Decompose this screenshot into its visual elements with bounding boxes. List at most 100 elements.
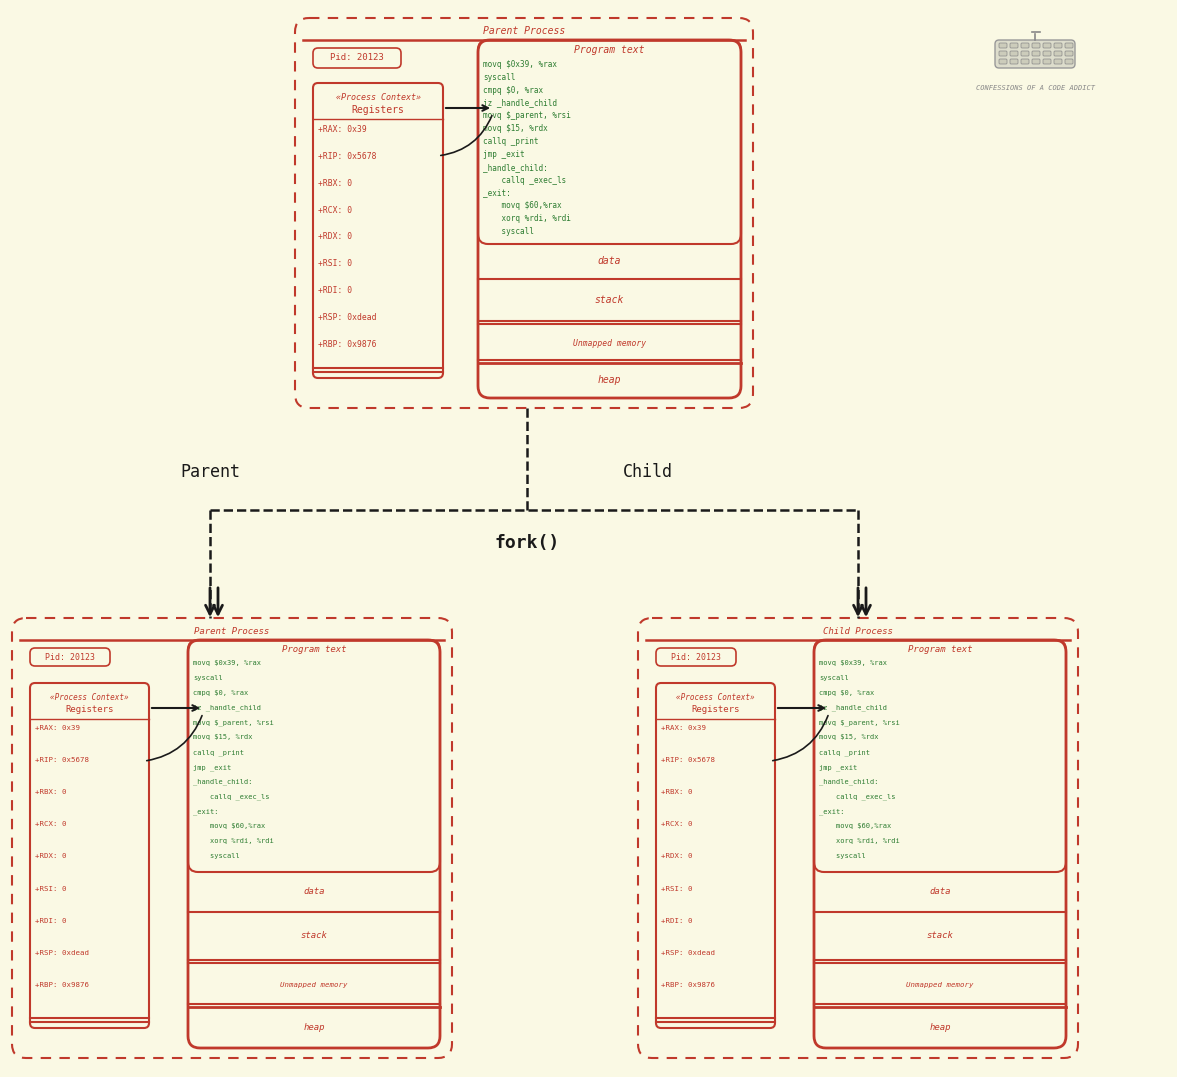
Text: syscall: syscall	[483, 227, 534, 236]
FancyBboxPatch shape	[1032, 43, 1040, 48]
Text: callq _print: callq _print	[483, 137, 539, 146]
FancyBboxPatch shape	[1043, 43, 1051, 48]
Text: Program text: Program text	[281, 645, 346, 655]
Text: callq _exec_ls: callq _exec_ls	[483, 176, 566, 185]
FancyBboxPatch shape	[999, 43, 1008, 48]
Text: Pid: 20123: Pid: 20123	[671, 653, 722, 661]
Text: +RDX: 0: +RDX: 0	[318, 233, 352, 241]
Text: Registers: Registers	[352, 104, 405, 115]
Text: data: data	[598, 256, 621, 266]
Text: jmp _exit: jmp _exit	[193, 764, 231, 771]
Text: movq $0x39, %rax: movq $0x39, %rax	[819, 660, 887, 666]
Text: +RDX: 0: +RDX: 0	[661, 853, 692, 859]
Text: movq $60,%rax: movq $60,%rax	[819, 824, 891, 829]
Text: data: data	[930, 887, 951, 896]
Text: heap: heap	[930, 1022, 951, 1032]
Text: +RAX: 0x39: +RAX: 0x39	[35, 725, 80, 731]
FancyBboxPatch shape	[1053, 43, 1062, 48]
Text: +RDI: 0: +RDI: 0	[661, 918, 692, 924]
Text: +RBP: 0x9876: +RBP: 0x9876	[35, 982, 89, 988]
Text: +RBP: 0x9876: +RBP: 0x9876	[661, 982, 714, 988]
Text: jmp _exit: jmp _exit	[483, 150, 525, 159]
Text: «Process Context»: «Process Context»	[335, 93, 420, 102]
Text: Registers: Registers	[691, 705, 739, 714]
FancyBboxPatch shape	[1020, 43, 1029, 48]
Text: +RCX: 0: +RCX: 0	[35, 822, 66, 827]
Text: callq _print: callq _print	[193, 750, 244, 756]
Text: Unmapped memory: Unmapped memory	[280, 982, 347, 988]
Text: +RCX: 0: +RCX: 0	[318, 206, 352, 214]
Text: +RSP: 0xdead: +RSP: 0xdead	[35, 950, 89, 955]
Text: _handle_child:: _handle_child:	[819, 779, 878, 785]
Text: +RSP: 0xdead: +RSP: 0xdead	[661, 950, 714, 955]
FancyBboxPatch shape	[1053, 59, 1062, 64]
Text: +RBP: 0x9876: +RBP: 0x9876	[318, 339, 377, 349]
Text: cmpq $0, %rax: cmpq $0, %rax	[193, 689, 248, 696]
Text: jz _handle_child: jz _handle_child	[819, 704, 887, 711]
Text: +RDI: 0: +RDI: 0	[318, 286, 352, 295]
Text: cmpq $0, %rax: cmpq $0, %rax	[819, 689, 875, 696]
Text: +RCX: 0: +RCX: 0	[661, 822, 692, 827]
Text: +RBX: 0: +RBX: 0	[661, 789, 692, 795]
Text: heap: heap	[304, 1022, 325, 1032]
Text: movq $_parent, %rsi: movq $_parent, %rsi	[819, 719, 899, 726]
Text: cmpq $0, %rax: cmpq $0, %rax	[483, 86, 543, 95]
FancyBboxPatch shape	[1053, 51, 1062, 56]
FancyBboxPatch shape	[1043, 51, 1051, 56]
Text: +RSP: 0xdead: +RSP: 0xdead	[318, 313, 377, 322]
Text: callq _exec_ls: callq _exec_ls	[193, 794, 270, 800]
FancyBboxPatch shape	[1032, 59, 1040, 64]
Text: movq $_parent, %rsi: movq $_parent, %rsi	[483, 111, 571, 121]
Text: Pid: 20123: Pid: 20123	[45, 653, 95, 661]
Text: Child Process: Child Process	[823, 627, 893, 635]
Text: jz _handle_child: jz _handle_child	[483, 99, 557, 108]
Text: +RBX: 0: +RBX: 0	[35, 789, 66, 795]
Text: _exit:: _exit:	[819, 809, 845, 815]
Text: movq $0x39, %rax: movq $0x39, %rax	[193, 660, 261, 666]
Text: +RAX: 0x39: +RAX: 0x39	[661, 725, 706, 731]
Text: heap: heap	[598, 375, 621, 384]
Text: Child: Child	[623, 463, 673, 481]
Text: movq $0x39, %rax: movq $0x39, %rax	[483, 60, 557, 69]
Text: movq $60,%rax: movq $60,%rax	[193, 824, 265, 829]
Text: movq $15, %rdx: movq $15, %rdx	[193, 735, 253, 740]
Text: _exit:: _exit:	[193, 809, 219, 815]
Text: Program text: Program text	[574, 45, 645, 55]
Text: +RIP: 0x5678: +RIP: 0x5678	[661, 757, 714, 764]
Text: syscall: syscall	[193, 675, 222, 681]
Text: xorq %rdi, %rdi: xorq %rdi, %rdi	[483, 214, 571, 223]
Text: _handle_child:: _handle_child:	[483, 163, 547, 172]
FancyBboxPatch shape	[1043, 59, 1051, 64]
Text: callq _exec_ls: callq _exec_ls	[819, 794, 896, 800]
FancyBboxPatch shape	[1065, 43, 1073, 48]
Text: CONFESSIONS OF A CODE ADDICT: CONFESSIONS OF A CODE ADDICT	[976, 85, 1095, 90]
Text: _handle_child:: _handle_child:	[193, 779, 253, 785]
Text: Registers: Registers	[65, 705, 114, 714]
Text: Parent: Parent	[180, 463, 240, 481]
Text: jz _handle_child: jz _handle_child	[193, 704, 261, 711]
Text: «Process Context»: «Process Context»	[51, 693, 128, 702]
FancyBboxPatch shape	[999, 59, 1008, 64]
Text: Parent Process: Parent Process	[194, 627, 270, 635]
Text: syscall: syscall	[819, 675, 849, 681]
Text: +RDX: 0: +RDX: 0	[35, 853, 66, 859]
Text: +RDI: 0: +RDI: 0	[35, 918, 66, 924]
Text: +RSI: 0: +RSI: 0	[318, 260, 352, 268]
FancyBboxPatch shape	[1020, 59, 1029, 64]
FancyBboxPatch shape	[999, 51, 1008, 56]
Text: syscall: syscall	[483, 73, 516, 82]
Text: +RIP: 0x5678: +RIP: 0x5678	[35, 757, 89, 764]
FancyBboxPatch shape	[1065, 59, 1073, 64]
Text: movq $15, %rdx: movq $15, %rdx	[819, 735, 878, 740]
Text: +RIP: 0x5678: +RIP: 0x5678	[318, 152, 377, 160]
Text: callq _print: callq _print	[819, 750, 870, 756]
Text: +RSI: 0: +RSI: 0	[661, 885, 692, 892]
Text: _exit:: _exit:	[483, 188, 511, 197]
FancyBboxPatch shape	[1010, 43, 1018, 48]
Text: movq $_parent, %rsi: movq $_parent, %rsi	[193, 719, 274, 726]
Text: stack: stack	[594, 295, 624, 305]
Text: +RAX: 0x39: +RAX: 0x39	[318, 125, 367, 134]
FancyBboxPatch shape	[1065, 51, 1073, 56]
FancyBboxPatch shape	[1032, 51, 1040, 56]
FancyBboxPatch shape	[995, 40, 1075, 68]
